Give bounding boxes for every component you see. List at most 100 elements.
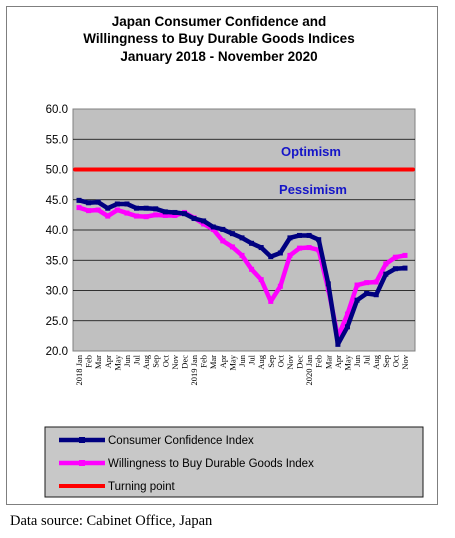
data-point bbox=[201, 218, 207, 224]
x-tick-label: Oct bbox=[390, 354, 400, 367]
data-point bbox=[392, 254, 398, 260]
data-point bbox=[95, 199, 101, 205]
data-point bbox=[277, 283, 283, 289]
x-tick-label: Apr bbox=[333, 355, 343, 368]
legend: Consumer Confidence Index Willingness to … bbox=[59, 435, 314, 493]
data-point bbox=[124, 201, 130, 207]
y-tick-label: 45.0 bbox=[46, 195, 68, 207]
data-point bbox=[124, 210, 130, 216]
x-tick-label: Sep bbox=[266, 355, 276, 368]
data-point bbox=[239, 235, 245, 241]
x-tick-label: Feb bbox=[314, 355, 324, 368]
data-point bbox=[210, 224, 216, 230]
data-point bbox=[354, 297, 360, 303]
y-tick-label: 40.0 bbox=[46, 225, 68, 237]
data-point bbox=[287, 235, 293, 241]
data-point bbox=[172, 209, 178, 215]
data-point bbox=[297, 232, 303, 238]
data-point bbox=[344, 311, 350, 317]
x-tick-label: Jun bbox=[352, 354, 362, 367]
data-point bbox=[95, 207, 101, 213]
x-tick-label: 2019 Jan bbox=[189, 354, 199, 385]
data-point bbox=[373, 292, 379, 298]
data-point bbox=[153, 212, 159, 218]
data-point bbox=[105, 213, 111, 219]
data-point bbox=[143, 214, 149, 220]
data-point bbox=[153, 206, 159, 212]
x-tick-label: Dec bbox=[179, 355, 189, 369]
data-point bbox=[306, 232, 312, 238]
data-point bbox=[220, 238, 226, 244]
data-point bbox=[402, 252, 408, 258]
y-tick-label: 55.0 bbox=[46, 134, 68, 146]
y-axis-ticks: 20.0 25.0 30.0 35.0 40.0 45.0 50.0 55.0 60.0 bbox=[46, 104, 68, 358]
data-point bbox=[325, 281, 331, 287]
data-point bbox=[86, 200, 92, 206]
legend-marker-1 bbox=[79, 460, 85, 466]
y-tick-label: 60.0 bbox=[46, 104, 68, 116]
data-point bbox=[114, 201, 120, 207]
data-point bbox=[402, 265, 408, 271]
data-point bbox=[306, 245, 312, 251]
data-point bbox=[364, 280, 370, 286]
legend-label-1: Willingness to Buy Durable Goods Index bbox=[108, 458, 314, 470]
legend-box bbox=[44, 426, 424, 498]
chart: Japan Consumer Confidence and Willingnes… bbox=[44, 14, 424, 498]
data-point bbox=[383, 261, 389, 267]
x-tick-label: Feb bbox=[84, 355, 94, 368]
x-tick-label: Apr bbox=[103, 355, 113, 368]
data-point bbox=[268, 254, 274, 260]
data-point bbox=[229, 231, 235, 237]
y-tick-label: 35.0 bbox=[46, 255, 68, 267]
data-point bbox=[181, 211, 187, 217]
data-point bbox=[201, 221, 207, 227]
data-point bbox=[354, 282, 360, 288]
x-tick-label: Sep bbox=[381, 355, 391, 368]
x-tick-label: Jul bbox=[362, 354, 372, 365]
legend-marker-0 bbox=[79, 437, 85, 443]
data-point bbox=[229, 244, 235, 250]
data-point bbox=[143, 205, 149, 211]
y-tick-label: 50.0 bbox=[46, 165, 68, 177]
x-tick-label: Nov bbox=[400, 354, 410, 369]
data-point bbox=[268, 298, 274, 304]
data-point bbox=[86, 208, 92, 214]
data-point bbox=[297, 245, 303, 251]
x-tick-label: Aug bbox=[256, 354, 266, 369]
data-source-note: Data source: Cabinet Office, Japan bbox=[10, 513, 213, 529]
data-point bbox=[76, 197, 82, 203]
x-tick-label: Feb bbox=[199, 355, 209, 368]
x-tick-label: Dec bbox=[295, 355, 305, 369]
chart-title-line-3: January 2018 - November 2020 bbox=[120, 49, 317, 64]
x-tick-label: Jul bbox=[247, 354, 257, 365]
data-point bbox=[364, 291, 370, 297]
data-point bbox=[344, 324, 350, 330]
data-point bbox=[239, 252, 245, 258]
x-tick-label: Mar bbox=[93, 355, 103, 369]
data-point bbox=[373, 279, 379, 285]
data-point bbox=[249, 240, 255, 246]
data-point bbox=[258, 245, 264, 251]
y-tick-label: 25.0 bbox=[46, 316, 68, 328]
annotation-optimism: Optimism bbox=[281, 144, 341, 159]
x-tick-label: May bbox=[112, 354, 122, 370]
data-point bbox=[287, 252, 293, 258]
x-tick-label: May bbox=[342, 354, 352, 370]
x-tick-label: Jul bbox=[132, 354, 142, 365]
data-point bbox=[105, 205, 111, 211]
x-tick-label: Aug bbox=[141, 354, 151, 369]
x-tick-label: 2020 Jan bbox=[304, 354, 314, 385]
data-point bbox=[76, 205, 82, 211]
data-point bbox=[162, 212, 168, 218]
x-tick-label: May bbox=[227, 354, 237, 370]
data-point bbox=[383, 271, 389, 277]
x-tick-label: Nov bbox=[170, 354, 180, 369]
data-point bbox=[220, 226, 226, 232]
x-tick-label: 2018 Jan bbox=[74, 354, 84, 385]
x-tick-label: Apr bbox=[218, 355, 228, 368]
data-point bbox=[114, 207, 120, 213]
x-axis-ticks: 2018 Jan Feb Mar Apr May Jun Jul Aug Sep Oct Nov De… bbox=[74, 354, 410, 385]
y-tick-label: 20.0 bbox=[46, 346, 68, 358]
data-point bbox=[162, 209, 168, 215]
data-point bbox=[134, 205, 140, 211]
